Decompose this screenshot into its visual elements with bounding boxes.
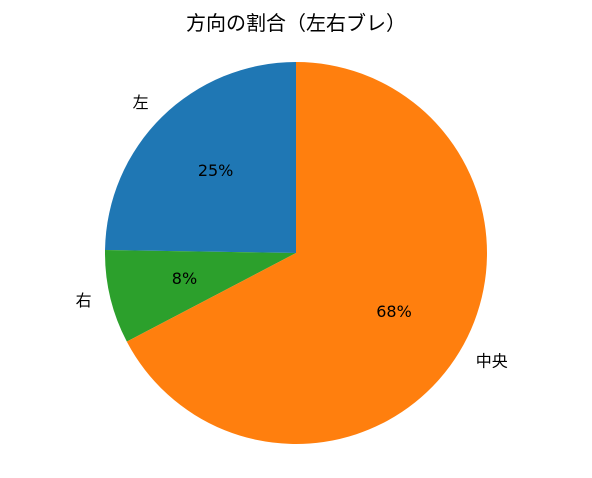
- pie-slice-1: [104, 250, 296, 342]
- pie-slice-2: [126, 62, 487, 445]
- slice-label-2: 中央: [476, 351, 508, 370]
- slice-label-0: 左: [133, 93, 149, 112]
- slice-pct-1: 8%: [172, 269, 197, 288]
- pie-labels: 左 25% 右 8% 中央 68%: [76, 93, 508, 370]
- slice-pct-2: 68%: [376, 302, 412, 321]
- slice-label-1: 右: [76, 291, 92, 310]
- chart-title: 方向の割合（左右ブレ）: [186, 11, 406, 35]
- pie-slice-0: [105, 62, 297, 253]
- slice-pct-0: 25%: [198, 161, 234, 180]
- pie-slices: [104, 62, 487, 445]
